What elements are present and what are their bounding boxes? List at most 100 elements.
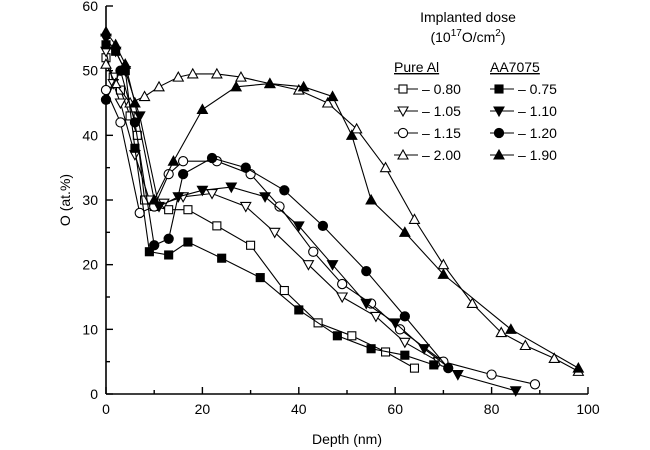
y-tick-label: 30 — [82, 192, 98, 208]
data-point — [255, 273, 265, 283]
data-point — [394, 324, 406, 335]
data-point — [418, 344, 431, 355]
data-point — [366, 344, 376, 354]
legend-entry-1.05: – 1.05 — [394, 103, 461, 119]
data-point — [365, 193, 378, 205]
series-aa7075-1.90 — [100, 25, 585, 373]
data-point — [361, 265, 372, 277]
data-point — [210, 67, 223, 79]
legend-marker — [397, 106, 409, 118]
legend-marker — [397, 148, 409, 160]
data-point — [172, 71, 185, 82]
data-point — [398, 226, 411, 237]
data-point — [268, 227, 281, 239]
data-point — [153, 201, 165, 213]
series-aa7075-1.20 — [100, 65, 454, 374]
legend-entry-1.90: – 1.90 — [490, 147, 557, 163]
data-point — [217, 253, 227, 263]
data-point — [164, 250, 174, 260]
y-tick-label: 10 — [82, 321, 98, 337]
y-tick-label: 50 — [82, 63, 98, 79]
data-point — [183, 237, 193, 247]
data-point — [294, 305, 304, 315]
legend-entry-1.15: – 1.15 — [394, 125, 461, 141]
legend-marker — [398, 84, 408, 94]
data-point — [163, 233, 174, 244]
legend-title-line2: (1017O/cm2) — [430, 28, 505, 45]
data-point — [230, 80, 243, 92]
x-tick-label: 100 — [576, 401, 600, 417]
data-point — [509, 386, 522, 397]
data-point — [100, 58, 112, 69]
data-point — [129, 117, 141, 128]
data-point — [345, 129, 358, 140]
data-point — [119, 58, 132, 69]
data-point — [548, 352, 561, 363]
data-point — [408, 213, 421, 224]
legend-title-line1: Implanted dose — [420, 9, 516, 25]
data-point — [369, 311, 382, 323]
data-point — [274, 201, 285, 212]
data-point — [177, 168, 189, 180]
data-point — [186, 67, 199, 79]
legend-label: – 1.90 — [518, 147, 557, 163]
legend-label: – 0.80 — [422, 81, 461, 97]
legend-label: – 0.75 — [518, 81, 557, 97]
series-layer — [100, 25, 585, 397]
data-point — [519, 339, 532, 351]
data-point — [240, 162, 251, 173]
legend-entry-0.75: – 0.75 — [490, 81, 557, 97]
data-point — [399, 311, 410, 322]
x-tick-label: 20 — [195, 401, 211, 417]
legend-label: – 1.15 — [422, 125, 461, 141]
x-tick-label: 80 — [484, 401, 500, 417]
data-point — [279, 285, 289, 296]
data-point — [379, 161, 392, 173]
legend-label: – 1.10 — [518, 103, 557, 119]
data-point — [196, 185, 209, 197]
data-point — [100, 94, 112, 105]
data-point — [504, 323, 517, 334]
x-axis-title: Depth (nm) — [312, 431, 382, 447]
data-point — [297, 80, 310, 92]
data-point — [130, 143, 140, 153]
legend-entry-2.00: – 2.00 — [394, 147, 461, 163]
y-tick-label: 40 — [82, 127, 98, 143]
data-point — [326, 260, 339, 271]
legend-entries: – 0.80 – 1.05 – 1.15 – 2.00 – 0.75 – 1.10 – 1.… — [394, 81, 557, 163]
data-point — [437, 258, 450, 270]
data-point — [443, 362, 454, 374]
y-tick-label: 20 — [82, 257, 98, 273]
data-point — [212, 221, 222, 231]
x-tick-label: 60 — [387, 401, 403, 417]
data-point — [337, 278, 348, 290]
legend-entry-1.10: – 1.10 — [490, 103, 557, 119]
legend-marker — [494, 84, 504, 94]
data-point — [115, 117, 126, 128]
data-point — [100, 25, 112, 37]
x-tick-label: 40 — [291, 401, 307, 417]
data-point — [332, 331, 342, 341]
data-point — [398, 337, 411, 349]
data-point — [350, 122, 363, 134]
data-point — [429, 360, 439, 370]
data-point — [183, 205, 193, 215]
series-aa7075-0.75 — [101, 40, 439, 370]
legend-marker — [493, 106, 505, 118]
data-point — [149, 240, 160, 251]
data-point — [235, 71, 247, 82]
data-point — [246, 240, 256, 250]
data-point — [308, 246, 319, 257]
legend-label: – 1.20 — [518, 125, 557, 141]
data-point — [409, 363, 420, 373]
y-axis-title: O (at.%) — [57, 174, 73, 226]
data-point — [164, 205, 174, 215]
data-point — [321, 96, 334, 108]
axes: 0 20 40 60 80 100 0 10 20 30 40 50 60 Depth (nm) O (at… — [57, 0, 600, 447]
data-point — [360, 298, 373, 310]
y-tick-label: 0 — [90, 386, 98, 402]
data-point — [486, 369, 497, 380]
data-point — [400, 350, 410, 360]
data-point — [466, 297, 479, 309]
data-point — [128, 96, 141, 108]
